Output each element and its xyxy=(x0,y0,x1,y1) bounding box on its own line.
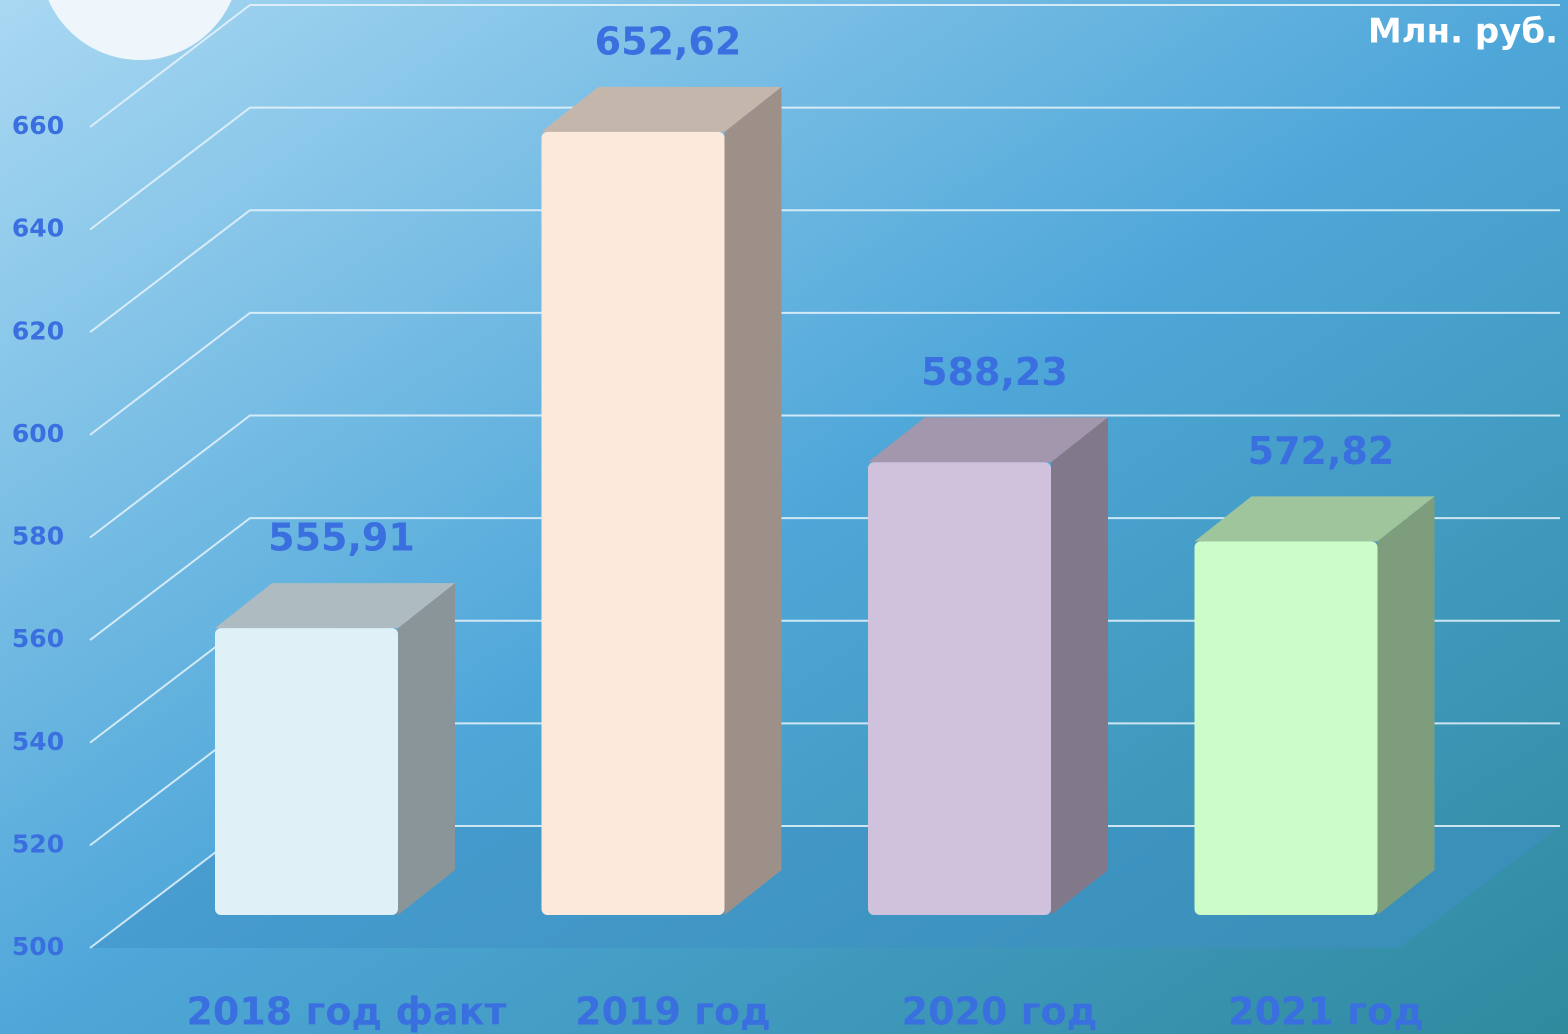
bar-top xyxy=(868,417,1108,463)
y-tick-label: 520 xyxy=(12,829,64,858)
bar xyxy=(1194,541,1378,915)
y-tick-label: 540 xyxy=(12,727,64,756)
y-tick-label: 640 xyxy=(12,214,64,243)
value-label: 652,62 xyxy=(595,19,742,63)
bar-side xyxy=(398,583,455,915)
value-label: 588,23 xyxy=(921,350,1068,394)
grid-line xyxy=(89,311,1560,436)
y-tick-label: 500 xyxy=(12,932,64,961)
decor-circle xyxy=(48,0,232,60)
bar-side xyxy=(1377,496,1435,915)
grid-line xyxy=(89,517,1560,641)
bar xyxy=(868,462,1051,915)
bar-side xyxy=(1051,417,1108,915)
value-label: 572,82 xyxy=(1248,429,1395,473)
x-tick-label: 2021 год xyxy=(1228,990,1424,1034)
y-tick-label: 660 xyxy=(12,111,64,140)
bar-side xyxy=(724,86,782,915)
grid-line xyxy=(89,209,1560,334)
floor xyxy=(90,826,1560,948)
grid-line xyxy=(89,4,1560,128)
value-label: 555,91 xyxy=(268,516,415,560)
bar-top xyxy=(215,583,455,629)
unit-label: Млн. руб. xyxy=(1368,12,1558,52)
bar xyxy=(541,131,725,915)
bar-top xyxy=(1194,496,1435,542)
y-tick-label: 600 xyxy=(12,419,64,448)
bar xyxy=(215,628,398,915)
y-tick-label: 580 xyxy=(12,522,64,551)
bar-top xyxy=(541,86,782,132)
x-tick-label: 2018 год факт xyxy=(186,990,506,1034)
y-tick-label: 560 xyxy=(12,624,64,653)
x-tick-label: 2020 год xyxy=(902,990,1098,1034)
y-tick-label: 620 xyxy=(12,316,64,345)
grid-line xyxy=(89,106,1560,231)
grid-line xyxy=(89,414,1560,539)
x-tick-label: 2019 год xyxy=(575,990,771,1034)
